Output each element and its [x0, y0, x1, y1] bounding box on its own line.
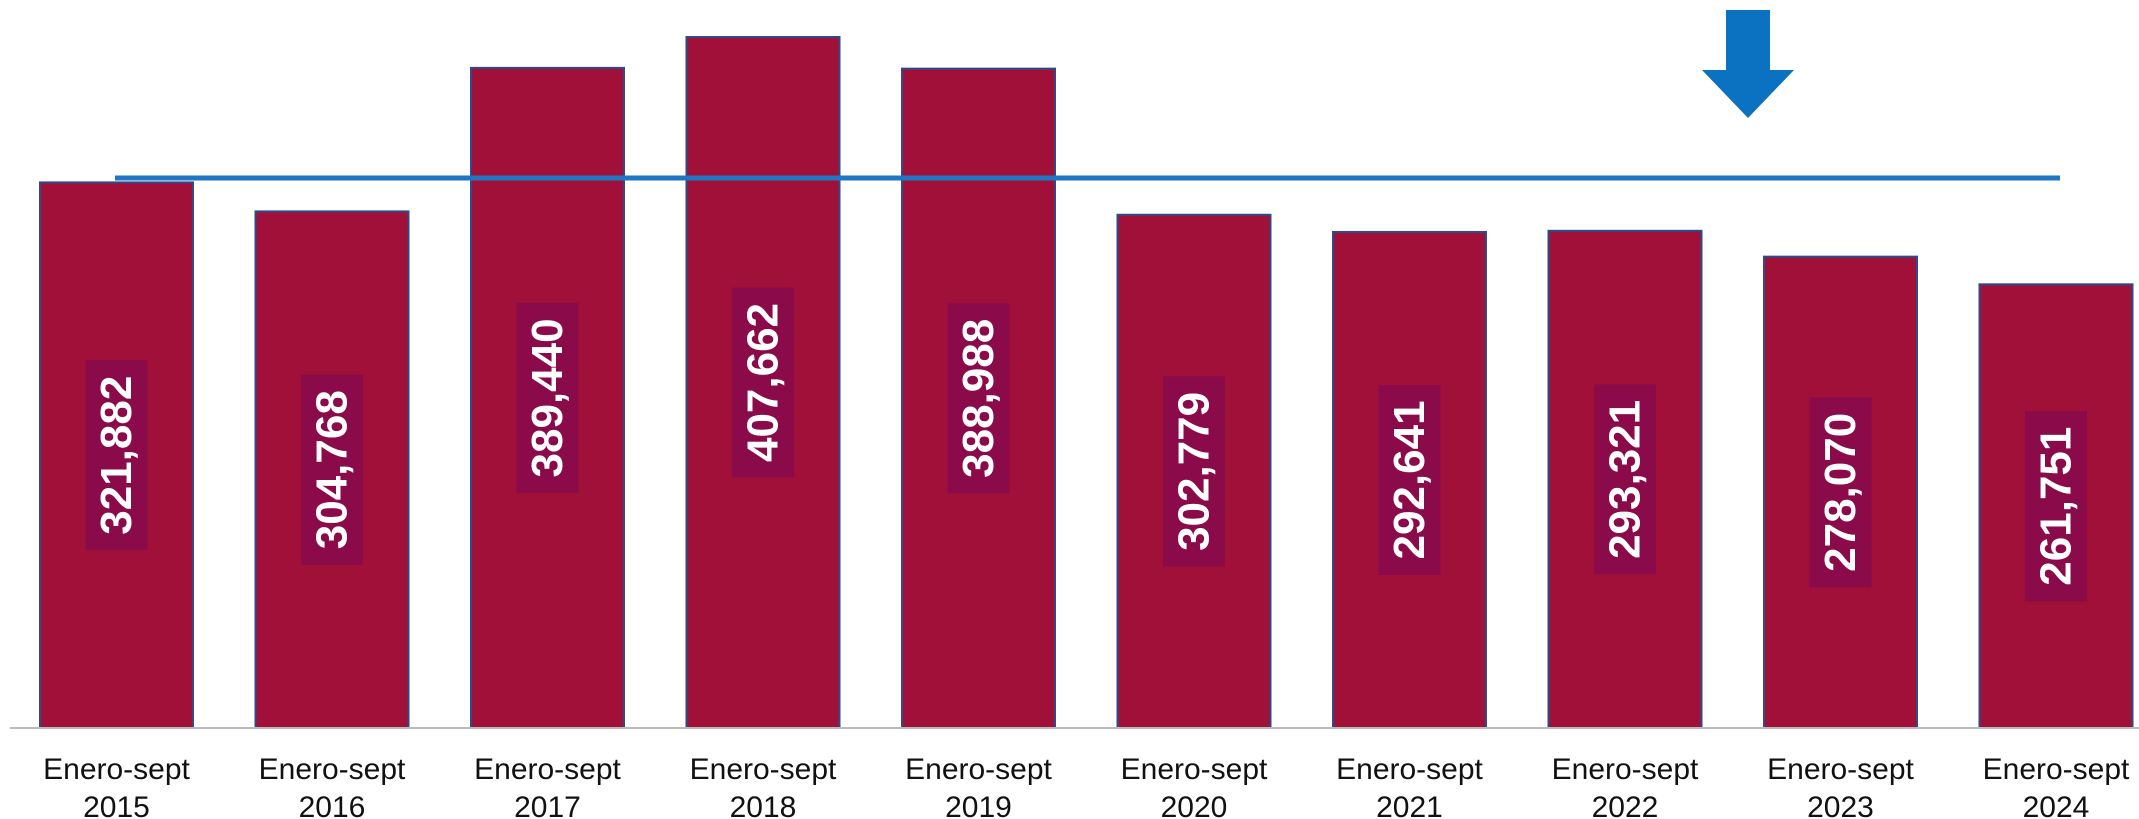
down-arrow-icon	[1702, 10, 1794, 118]
value-label: 292,641	[1378, 384, 1441, 575]
x-tick-label: Enero-sept 2022	[1552, 753, 1699, 819]
value-label: 261,751	[2025, 411, 2087, 602]
value-label-text: 261,751	[2032, 427, 2081, 586]
value-label-background	[1378, 384, 1441, 575]
value-label-background	[1163, 376, 1225, 567]
x-tick-label: Enero-sept 2018	[690, 753, 837, 819]
x-tick-label: Enero-sept 2020	[1121, 753, 1268, 819]
value-label-text: 388,988	[954, 319, 1003, 478]
value-label: 302,779	[1163, 376, 1225, 567]
value-label-text: 302,779	[1170, 392, 1219, 551]
value-label-background	[85, 360, 148, 551]
value-label-text: 278,070	[1816, 413, 1865, 572]
value-label: 388,988	[947, 303, 1010, 494]
x-tick-label: Enero-sept 2016	[259, 753, 406, 819]
value-label-background	[1809, 397, 1872, 588]
x-tick-label: Enero-sept 2023	[1767, 753, 1914, 819]
value-label-background	[2025, 411, 2087, 602]
value-labels: 321,882 304,768 389,440 407,662 388,988 302,7…	[85, 287, 2087, 602]
value-label-text: 304,768	[308, 390, 357, 549]
value-label-background	[947, 303, 1010, 494]
value-label: 389,440	[516, 302, 579, 493]
value-label: 321,882	[85, 360, 148, 551]
x-tick-label: Enero-sept 2019	[905, 753, 1052, 819]
value-label-text: 321,882	[92, 376, 141, 535]
value-label-text: 407,662	[739, 303, 788, 462]
value-label-background	[732, 287, 794, 478]
value-label-text: 292,641	[1385, 400, 1434, 559]
value-label: 304,768	[301, 374, 363, 565]
value-label-text: 293,321	[1601, 400, 1650, 559]
x-axis-tick-labels: Enero-sept 2015 Enero-sept 2016 Enero-sept 20…	[43, 753, 2130, 819]
x-tick-label: Enero-sept 2021	[1336, 753, 1483, 819]
value-label: 278,070	[1809, 397, 1872, 588]
x-tick-label: Enero-sept 2017	[474, 753, 621, 819]
value-label-background	[301, 374, 363, 565]
value-label-background	[1594, 384, 1656, 575]
value-label: 293,321	[1594, 384, 1656, 575]
value-label-background	[516, 302, 579, 493]
x-tick-label: Enero-sept 2015	[43, 753, 190, 819]
value-label-text: 389,440	[523, 318, 572, 477]
x-tick-label: Enero-sept 2024	[1983, 753, 2130, 819]
value-label: 407,662	[732, 287, 794, 478]
